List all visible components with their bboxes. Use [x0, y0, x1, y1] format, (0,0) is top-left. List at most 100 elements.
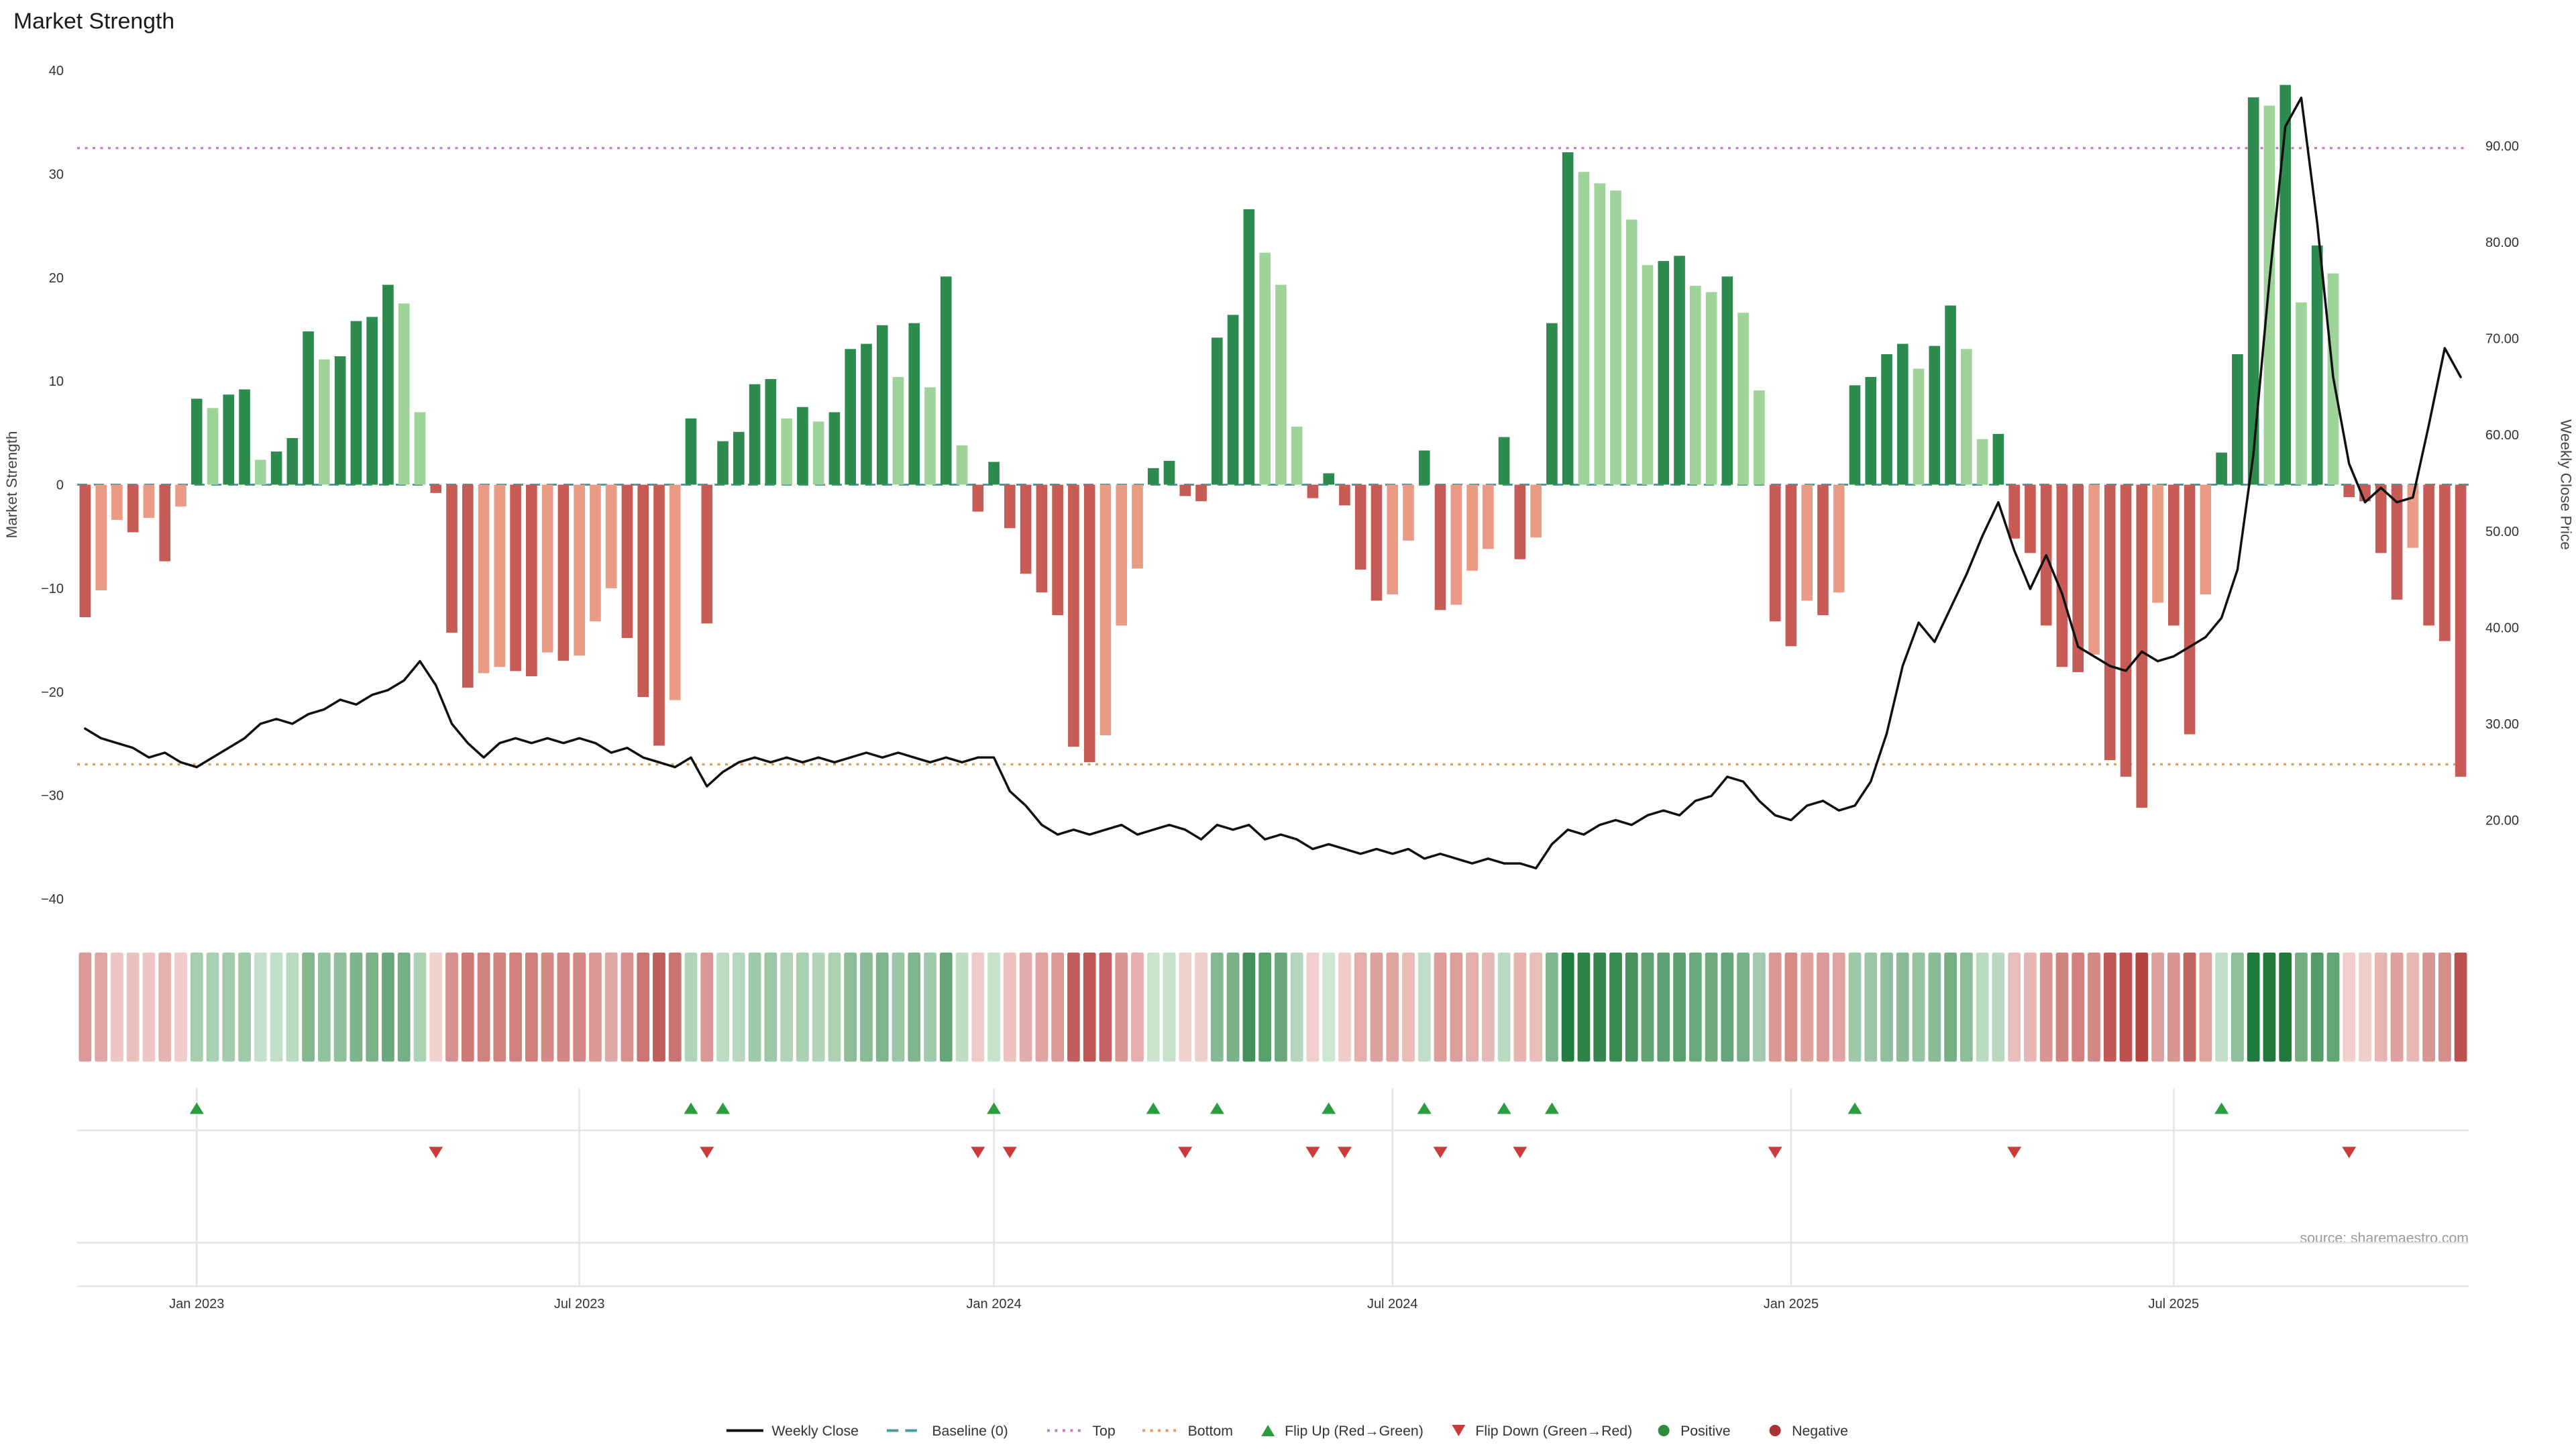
heat-cell — [1179, 953, 1192, 1062]
strength-bar — [159, 484, 171, 561]
heat-cell — [238, 953, 251, 1062]
legend-label: Bottom — [1188, 1423, 1233, 1439]
heat-cell — [2343, 953, 2356, 1062]
heat-cell — [2231, 953, 2244, 1062]
x-axis-tick: Jan 2025 — [1764, 1297, 1819, 1311]
strength-bar — [2439, 484, 2451, 641]
strength-bar — [1690, 286, 1701, 485]
heat-cell — [860, 953, 873, 1062]
strength-bar — [876, 325, 888, 485]
strength-bar — [574, 484, 585, 656]
strength-bar — [1387, 484, 1399, 595]
legend-item-flip-down-green-red[interactable]: Flip Down (Green→Red) — [1452, 1423, 1632, 1439]
chart-title: Market Strength — [13, 9, 174, 34]
legend-item-top[interactable]: Top — [1046, 1423, 1116, 1439]
heat-cell — [2422, 953, 2435, 1062]
strength-bar — [2184, 484, 2196, 735]
heat-cell — [461, 953, 474, 1062]
legend-item-weekly-close[interactable]: Weekly Close — [726, 1423, 859, 1439]
heat-cell — [2454, 953, 2467, 1062]
legend: Weekly Close Baseline (0) Top Bottom Flip Up… — [726, 1423, 1848, 1439]
strength-bar — [717, 441, 729, 485]
heat-cell — [477, 953, 490, 1062]
strength-bar — [2104, 484, 2116, 761]
heat-cell — [174, 953, 187, 1062]
legend-item-positive[interactable]: Positive — [1658, 1423, 1731, 1439]
heat-cell — [2406, 953, 2420, 1062]
strength-bar — [621, 484, 633, 638]
strength-bar — [988, 462, 1000, 485]
heat-cell — [700, 953, 714, 1062]
flip-down-icon — [1178, 1146, 1193, 1159]
strength-bar — [2025, 484, 2036, 553]
heat-cell — [190, 953, 203, 1062]
legend-item-negative[interactable]: Negative — [1769, 1423, 1848, 1439]
heat-cell — [1880, 953, 1893, 1062]
heat-cell — [796, 953, 809, 1062]
flip-up-icon — [1322, 1102, 1336, 1114]
strength-bar — [270, 451, 282, 485]
heat-cell — [1242, 953, 1256, 1062]
heat-cell — [1992, 953, 2005, 1062]
strength-bar — [2296, 302, 2307, 485]
dot-swatch-icon — [1769, 1425, 1781, 1436]
flip-up-icon — [684, 1102, 698, 1114]
legend-item-baseline-0[interactable]: Baseline (0) — [886, 1423, 1008, 1439]
right-axis-tick: 30.00 — [2485, 717, 2519, 732]
strength-bar — [1913, 368, 1925, 485]
legend-item-flip-up-red-green[interactable]: Flip Up (Red→Green) — [1261, 1423, 1424, 1439]
strength-bar — [478, 484, 490, 674]
heat-cell — [557, 953, 570, 1062]
left-axis: 40 30 20 10 0 −10 −20 −30 −40 — [41, 64, 64, 907]
heat-cell — [1944, 953, 1957, 1062]
heat-cell — [1801, 953, 1814, 1062]
strength-bar — [1594, 183, 1606, 485]
strength-bar — [1801, 484, 1813, 601]
strength-bar — [956, 445, 968, 485]
heat-cell — [1195, 953, 1208, 1062]
legend-item-bottom[interactable]: Bottom — [1142, 1423, 1233, 1439]
heat-cell — [2151, 953, 2164, 1062]
strength-bar — [366, 317, 378, 485]
right-axis-tick: 50.00 — [2485, 525, 2519, 539]
strength-bar — [143, 484, 155, 518]
heat-cell — [1561, 953, 1574, 1062]
heat-cell — [1976, 953, 1989, 1062]
heat-cell — [1577, 953, 1591, 1062]
heat-cell — [1386, 953, 1399, 1062]
strength-bar — [1179, 484, 1191, 496]
heat-cell — [589, 953, 602, 1062]
market-strength-bars — [79, 85, 2467, 808]
x-axis-tick: Jul 2025 — [2149, 1297, 2200, 1311]
left-axis-tick: 0 — [56, 478, 64, 493]
flip-down-icon — [971, 1146, 985, 1159]
heat-cell — [1768, 953, 1782, 1062]
strength-bar — [1354, 484, 1366, 570]
heat-cell — [908, 953, 921, 1062]
strength-bar — [1099, 484, 1112, 736]
heat-cell — [987, 953, 1000, 1062]
strength-bar — [2216, 452, 2227, 485]
heat-cell — [1705, 953, 1718, 1062]
strength-bar — [1578, 172, 1590, 485]
heat-cell — [1481, 953, 1495, 1062]
strength-bar — [382, 284, 394, 485]
strength-bar — [1116, 484, 1128, 626]
reference-lines — [77, 147, 2469, 765]
strength-bar — [319, 359, 330, 485]
strength-bar — [1132, 484, 1143, 569]
flip-down-icon — [429, 1146, 443, 1159]
strength-bar — [1083, 484, 1095, 763]
strength-bar — [1849, 385, 1861, 485]
heat-cell — [1864, 953, 1878, 1062]
legend-label: Positive — [1680, 1423, 1730, 1439]
strength-bar — [79, 484, 91, 618]
heat-cell — [939, 953, 953, 1062]
strength-bar — [1785, 484, 1797, 647]
strength-bar — [1769, 484, 1781, 622]
x-axis-tick: Jul 2024 — [1367, 1297, 1418, 1311]
strength-bar — [892, 376, 904, 485]
heat-cell — [509, 953, 522, 1062]
strength-bar — [446, 484, 458, 633]
heat-cell — [1529, 953, 1543, 1062]
